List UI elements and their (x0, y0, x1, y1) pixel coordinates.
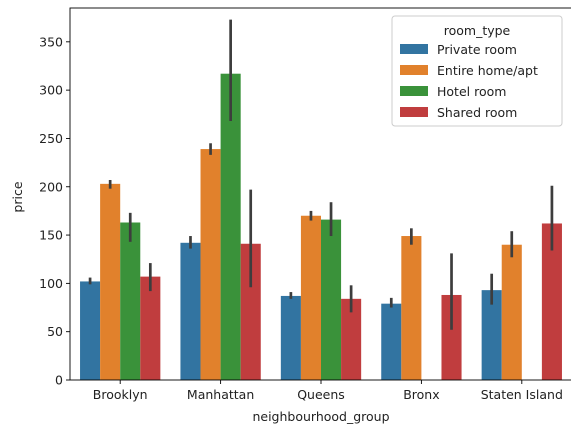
y-tick-label: 150 (39, 228, 63, 243)
legend-title: room_type (444, 23, 511, 38)
y-tick-label: 300 (39, 83, 63, 98)
x-tick-label: Manhattan (187, 387, 254, 402)
legend: room_type Private room Entire home/apt Hote… (391, 15, 563, 127)
bar-private-room-brooklyn (80, 281, 101, 380)
y-tick-label: 250 (39, 131, 63, 146)
y-tick-label: 200 (39, 179, 63, 194)
bar-entire-home-apt-queens (300, 215, 321, 380)
bar-private-room-queens (280, 295, 301, 380)
legend-label: Hotel room (437, 84, 506, 99)
x-axis-label: neighbourhood_group (252, 409, 389, 424)
legend-swatch (400, 86, 428, 96)
bar-private-room-bronx (381, 303, 402, 380)
legend-box (391, 15, 563, 127)
bar-hotel-room-queens (321, 219, 342, 380)
legend-label: Shared room (437, 105, 517, 120)
legend-label: Entire home/apt (437, 63, 538, 78)
x-tick-label: Staten Island (481, 387, 563, 402)
y-tick-label: 100 (39, 276, 63, 291)
bar-shared-room-bronx (441, 294, 462, 380)
bar-private-room-manhattan (180, 242, 201, 380)
plot-area (69, 7, 571, 381)
x-axis: Brooklyn Manhattan Queens Bronx Staten Islan… (93, 380, 563, 402)
bar-entire-home-apt-brooklyn (100, 183, 121, 380)
bar-shared-room-brooklyn (140, 276, 161, 380)
y-axis: 0 50 100 150 200 250 300 350 (39, 34, 70, 388)
bar-shared-room-staten-island (541, 223, 562, 380)
bar-shared-room-manhattan (240, 243, 261, 380)
x-tick-label: Bronx (403, 387, 439, 402)
legend-swatch (400, 44, 428, 54)
x-tick-label: Queens (297, 387, 345, 402)
bar-hotel-room-brooklyn (120, 222, 141, 380)
bar-shared-room-queens (341, 298, 362, 380)
bar-private-room-staten-island (481, 290, 502, 380)
bar-entire-home-apt-manhattan (200, 149, 221, 380)
bar-hotel-room-manhattan (220, 73, 241, 381)
y-axis-label: price (10, 181, 25, 212)
legend-swatch (400, 107, 428, 117)
y-tick-label: 350 (39, 34, 63, 49)
y-tick-label: 0 (55, 373, 63, 388)
x-tick-label: Brooklyn (93, 387, 148, 402)
bar-entire-home-apt-bronx (401, 236, 422, 380)
legend-label: Private room (437, 42, 517, 57)
legend-swatch (400, 65, 428, 75)
bar-entire-home-apt-staten-island (501, 244, 522, 380)
y-tick-label: 50 (47, 324, 63, 339)
